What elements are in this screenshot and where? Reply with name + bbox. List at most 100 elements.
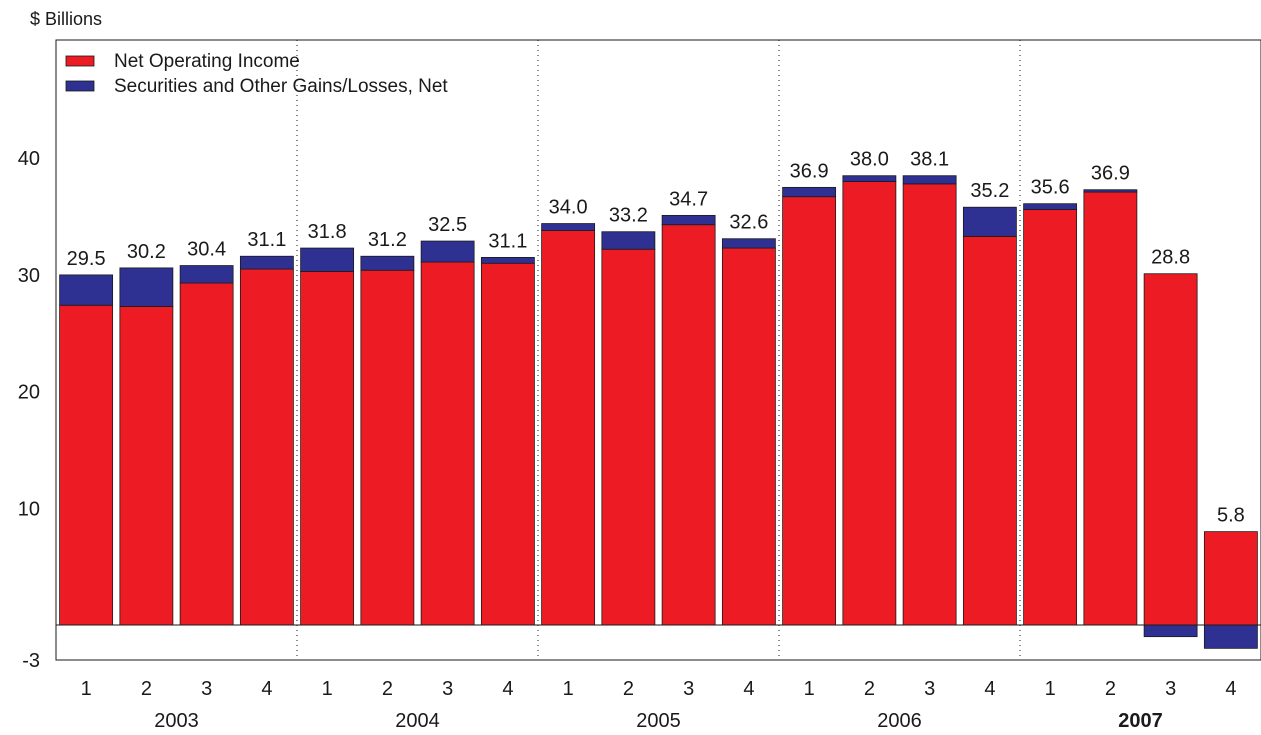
year-label: 2007 [1118,710,1163,732]
x-tick-label: 4 [502,678,513,700]
bar-net-operating-income [179,282,234,626]
x-axis-quarter-ticks: 1 2 3 4 1 2 3 4 1 2 3 4 1 2 3 4 1 2 3 4 [81,678,1237,700]
bar-total-label: 36.9 [790,160,829,182]
x-tick-label: 3 [924,678,935,700]
bar-securities-gains-losses [1143,624,1198,638]
x-tick-label: 3 [201,678,212,700]
bar-net-operating-income [842,181,897,626]
bar-securities-gains-losses [59,274,114,306]
legend: Net Operating Income Securities and Othe… [65,51,448,97]
bar-total-label: 34.7 [669,188,708,210]
bar-net-operating-income [1083,191,1138,626]
x-axis-year-labels: 2003 2004 2005 2006 2007 [154,710,1163,732]
x-tick-label: 2 [382,678,393,700]
bar-securities-gains-losses [239,255,294,270]
bar-net-operating-income [239,268,294,626]
bar-total-label: 38.0 [850,149,889,171]
bar-total-label: 28.8 [1151,247,1190,269]
x-tick-label: 4 [261,678,272,700]
x-tick-label: 3 [1165,678,1176,700]
x-tick-label: 2 [864,678,875,700]
year-dividers [296,40,1021,660]
value-labels: 29.5 30.2 30.4 31.1 31.8 31.2 32.5 31.1 34.0 33.2… [67,149,1245,527]
bar-total-label: 31.2 [368,229,407,251]
x-tick-label: 1 [81,678,92,700]
bar-net-operating-income [902,183,957,626]
bar-net-operating-income [420,261,475,626]
bar-total-label: 5.8 [1217,505,1245,527]
bar-total-label: 32.6 [729,212,768,234]
bar-securities-gains-losses [179,265,234,284]
bar-securities-gains-losses [782,186,837,198]
bar-securities-gains-losses [842,175,897,182]
x-tick-label: 3 [683,678,694,700]
bar-securities-gains-losses [661,214,716,226]
bar-total-label: 31.8 [308,221,347,243]
x-tick-label: 1 [322,678,333,700]
bar-net-operating-income [480,262,535,626]
y-axis-ticks: -3 10 20 30 40 [18,148,40,672]
bar-securities-gains-losses [119,267,174,307]
bar-total-label: 31.1 [247,229,286,251]
bar-net-operating-income [782,196,837,626]
bar-total-label: 36.9 [1091,163,1130,185]
bar-net-operating-income [661,224,716,626]
bar-total-label: 31.1 [488,230,527,252]
y-tick-label: 40 [18,148,40,170]
y-tick-label: -3 [22,650,40,672]
x-tick-label: 1 [563,678,574,700]
x-tick-label: 1 [804,678,815,700]
bars-group [59,175,1258,649]
bar-net-operating-income [962,235,1017,626]
x-tick-label: 2 [141,678,152,700]
bar-total-label: 35.6 [1031,177,1070,199]
bar-securities-gains-losses [360,255,415,271]
bar-net-operating-income [360,269,415,626]
bar-total-label: 30.2 [127,241,166,263]
y-tick-label: 30 [18,265,40,287]
bar-net-operating-income [1023,209,1078,626]
year-label: 2006 [877,710,922,732]
bar-net-operating-income [59,304,114,626]
bar-securities-gains-losses [541,223,596,231]
bar-securities-gains-losses [902,175,957,185]
bar-net-operating-income [300,270,355,626]
x-tick-label: 4 [984,678,995,700]
year-label: 2004 [395,710,440,732]
bar-securities-gains-losses [962,206,1017,237]
bar-securities-gains-losses [300,247,355,272]
bar-total-label: 35.2 [970,180,1009,202]
bar-net-operating-income [119,306,174,626]
legend-swatch-net-operating-income [65,55,95,67]
bar-securities-gains-losses [601,231,656,250]
x-tick-label: 4 [743,678,754,700]
bar-securities-gains-losses [420,240,475,263]
y-tick-label: 20 [18,382,40,404]
bar-total-label: 29.5 [67,248,106,270]
bar-securities-gains-losses [1203,624,1258,649]
y-axis-title: $ Billions [30,9,102,29]
bar-net-operating-income [601,248,656,626]
bar-securities-gains-losses [721,238,776,249]
bar-total-label: 34.0 [549,197,588,219]
legend-label-securities-gains-losses: Securities and Other Gains/Losses, Net [114,76,448,97]
x-tick-label: 3 [442,678,453,700]
legend-swatch-securities-gains-losses [65,80,95,92]
bar-net-operating-income [541,230,596,626]
bar-total-label: 38.1 [910,149,949,171]
bar-total-label: 32.5 [428,214,467,236]
bar-net-operating-income [1203,531,1258,626]
x-tick-label: 1 [1045,678,1056,700]
legend-label-net-operating-income: Net Operating Income [114,51,300,72]
bar-total-label: 33.2 [609,205,648,227]
bar-net-operating-income [721,247,776,626]
x-tick-label: 4 [1225,678,1236,700]
y-tick-label: 10 [18,498,40,520]
year-label: 2003 [154,710,199,732]
plot-frame [55,39,1261,661]
year-label: 2005 [636,710,681,732]
x-tick-label: 2 [623,678,634,700]
bar-net-operating-income [1143,273,1198,626]
bar-securities-gains-losses [1023,203,1078,210]
x-tick-label: 2 [1105,678,1116,700]
